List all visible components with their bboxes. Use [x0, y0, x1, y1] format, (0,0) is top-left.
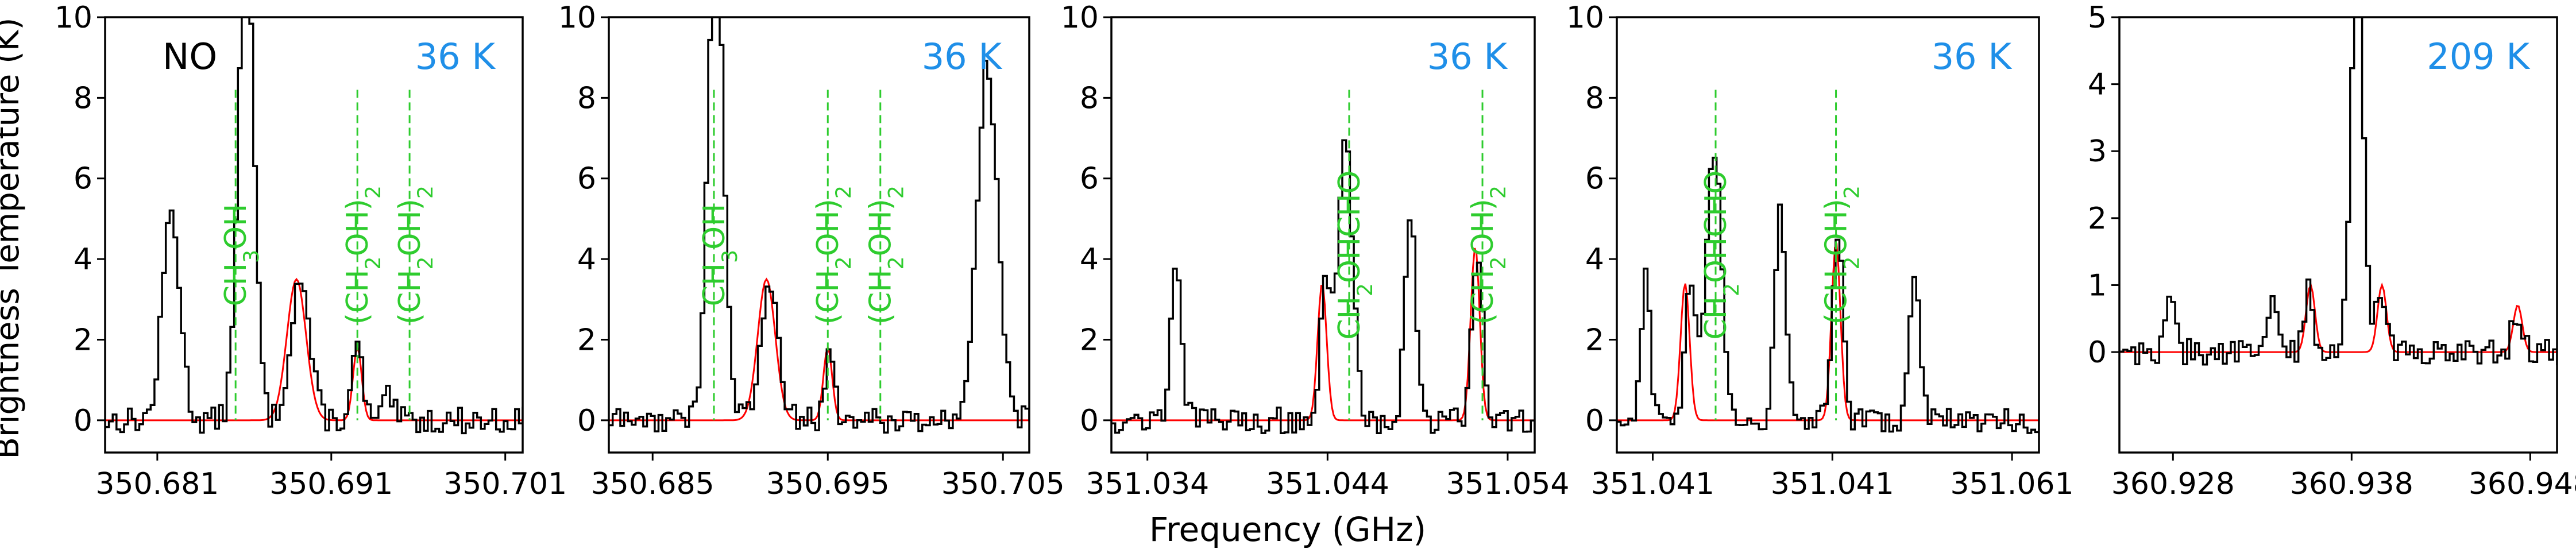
y-tick-label: 8 — [1080, 81, 1099, 115]
x-axis-label: Frequency (GHz) — [1149, 510, 1426, 549]
y-tick-label: 0 — [2088, 335, 2107, 370]
x-tick-label: 360.928 — [2111, 467, 2235, 501]
molecule-label: (CH2OH)2 — [1466, 185, 1511, 324]
molecule-label: (CH2OH)2 — [341, 185, 385, 324]
molecule-label: (CH2OH)2 — [393, 185, 438, 324]
y-tick-label: 10 — [1566, 1, 1604, 35]
x-tick-label: 350.685 — [591, 467, 715, 501]
y-tick-label: 8 — [577, 81, 596, 115]
temperature-label: 36 K — [415, 36, 496, 78]
molecule-label: CH3OH — [219, 204, 264, 307]
y-tick-label: 2 — [1080, 323, 1099, 357]
y-tick-label: 6 — [577, 162, 596, 196]
y-tick-label: 6 — [1080, 162, 1099, 196]
x-tick-label: 350.705 — [941, 467, 1065, 501]
y-tick-label: 2 — [577, 323, 596, 357]
observed-spectrum — [1617, 156, 2039, 434]
y-tick-label: 3 — [2088, 134, 2107, 169]
observed-spectrum — [105, 17, 523, 435]
panel-1: CH3OH (CH2OH)2(CH2OH)2 0 2 4 6 8 10 350.681 350.6… — [55, 1, 567, 501]
plot-frame — [1110, 16, 1536, 454]
observed-spectrum — [609, 17, 1029, 434]
y-tick-label: 2 — [1585, 323, 1604, 357]
y-tick-label: 4 — [74, 242, 92, 277]
y-tick-label: 0 — [74, 404, 92, 438]
x-tick-label: 351.034 — [1086, 467, 1209, 501]
x-tick-label: 351.041 — [1771, 467, 1894, 501]
molecule-label: (CH2OH)2 — [864, 185, 909, 324]
y-tick-label: 4 — [577, 242, 596, 277]
molecule-label: CH2OHCHO — [1699, 171, 1744, 340]
plot-frame — [608, 16, 1030, 454]
y-tick-label: 8 — [74, 81, 92, 115]
panel-4: CH2OHCHO (CH2OH)2 0 2 4 6 8 10 351.041 351.041 351… — [1566, 1, 2074, 501]
y-tick-label: 6 — [1585, 162, 1604, 196]
y-tick-label: 6 — [74, 162, 92, 196]
x-tick-label: 351.044 — [1266, 467, 1389, 501]
x-tick-label: 360.948 — [2469, 467, 2576, 501]
panel-2: CH3OH (CH2OH)2(CH2OH)2 0 2 4 6 8 10 350.685 350.6… — [558, 1, 1065, 501]
temperature-label: 36 K — [1932, 36, 2013, 78]
x-tick-label: 350.695 — [766, 467, 890, 501]
x-tick-label: 350.701 — [443, 467, 567, 501]
observed-spectrum — [1111, 139, 1535, 435]
y-tick-label: 0 — [1080, 404, 1099, 438]
y-tick-label: 5 — [2088, 1, 2107, 35]
plot-frame — [2118, 16, 2558, 454]
plot-frame — [104, 16, 524, 454]
temperature-label: 36 K — [922, 36, 1003, 78]
model-spectrum — [2119, 282, 2557, 353]
x-tick-label: 350.681 — [95, 467, 219, 501]
temperature-label: 36 K — [1427, 36, 1508, 78]
x-tick-label: 351.054 — [1446, 467, 1569, 501]
x-tick-label: 360.938 — [2290, 467, 2413, 501]
molecule-label: (CH2OH)2 — [811, 185, 856, 324]
y-tick-label: 10 — [55, 1, 92, 35]
x-tick-label: 350.691 — [269, 467, 393, 501]
y-tick-label: 0 — [577, 404, 596, 438]
observed-spectrum — [2119, 17, 2557, 366]
y-tick-label: 2 — [2088, 202, 2107, 236]
panel-5: 0 1 2 3 4 5 360.928 360.938 360.948 209 K — [2088, 1, 2576, 501]
temperature-label: 209 K — [2427, 36, 2530, 78]
y-tick-label: 4 — [1080, 242, 1099, 277]
y-tick-label: 4 — [1585, 242, 1604, 277]
y-tick-label: 0 — [1585, 404, 1604, 438]
y-tick-label: 4 — [2088, 68, 2107, 102]
panel-label: NO — [163, 36, 217, 78]
molecule-label: CH2OHCHO — [1333, 171, 1377, 340]
y-tick-label: 8 — [1585, 81, 1604, 115]
y-tick-label: 10 — [1061, 1, 1099, 35]
x-tick-label: 351.041 — [1591, 467, 1714, 501]
molecule-label: CH3OH — [697, 204, 742, 307]
x-tick-label: 351.061 — [1951, 467, 2074, 501]
y-tick-label: 10 — [558, 1, 596, 35]
model-spectrum — [105, 277, 523, 422]
molecule-label: (CH2OH)2 — [1820, 185, 1864, 324]
panel-3: CH2OHCHO (CH2OH)2 0 2 4 6 8 10 351.034 351.044 351… — [1061, 1, 1570, 501]
y-tick-label: 1 — [2088, 268, 2107, 303]
y-tick-label: 2 — [74, 323, 92, 357]
plot-frame — [1616, 16, 2040, 454]
y-axis-label: Brightness Temperature (K) — [0, 17, 26, 459]
